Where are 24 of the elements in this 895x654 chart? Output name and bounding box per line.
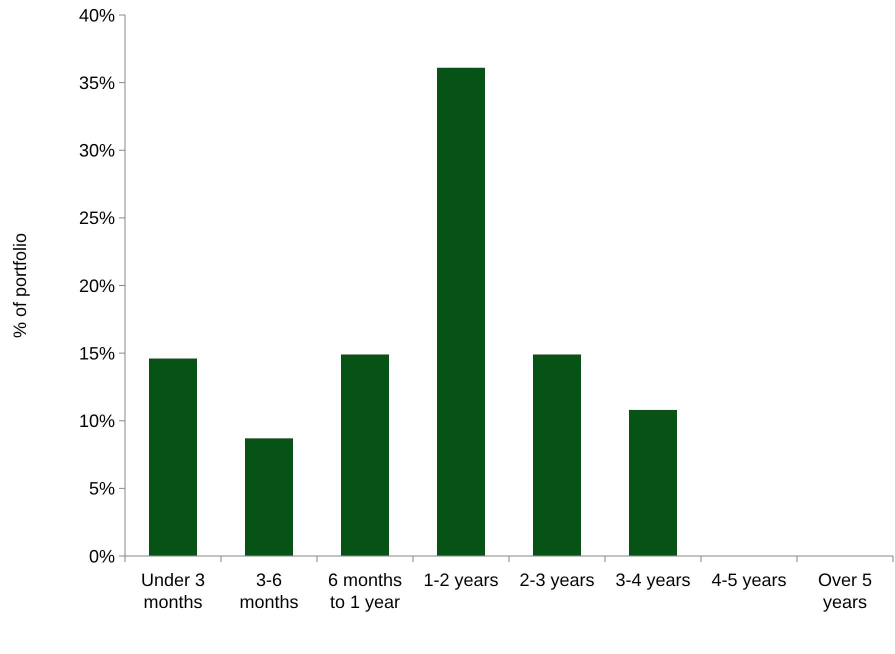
bar bbox=[149, 358, 197, 556]
x-tick-label: Over 5 years bbox=[818, 570, 872, 612]
y-tick-label: 30% bbox=[78, 140, 115, 161]
y-tick-label: 40% bbox=[78, 5, 115, 26]
bar bbox=[245, 438, 293, 556]
y-tick-label: 35% bbox=[78, 72, 115, 93]
y-tick-label: 10% bbox=[78, 411, 115, 432]
x-tick-label: 4-5 years bbox=[711, 570, 787, 590]
y-tick-label: 15% bbox=[78, 343, 115, 364]
bar bbox=[533, 354, 581, 556]
y-tick-label: 25% bbox=[78, 208, 115, 228]
y-tick-label: 0% bbox=[88, 546, 115, 566]
y-tick-label: 20% bbox=[78, 276, 115, 296]
x-tick-label: 3-4 years bbox=[615, 570, 691, 590]
x-tick-label: 1-2 years bbox=[423, 570, 499, 590]
x-tick-label: 6 months to 1 year bbox=[328, 570, 402, 612]
bar bbox=[437, 68, 485, 556]
bar bbox=[341, 354, 389, 556]
x-tick-label: 2-3 years bbox=[519, 570, 595, 590]
x-tick-label: Under 3 months bbox=[140, 570, 206, 612]
y-tick-label: 5% bbox=[88, 478, 115, 499]
x-tick-label: 3-6 months bbox=[239, 570, 299, 612]
y-axis-title: % of portfolio bbox=[10, 232, 30, 338]
bar bbox=[629, 410, 677, 556]
